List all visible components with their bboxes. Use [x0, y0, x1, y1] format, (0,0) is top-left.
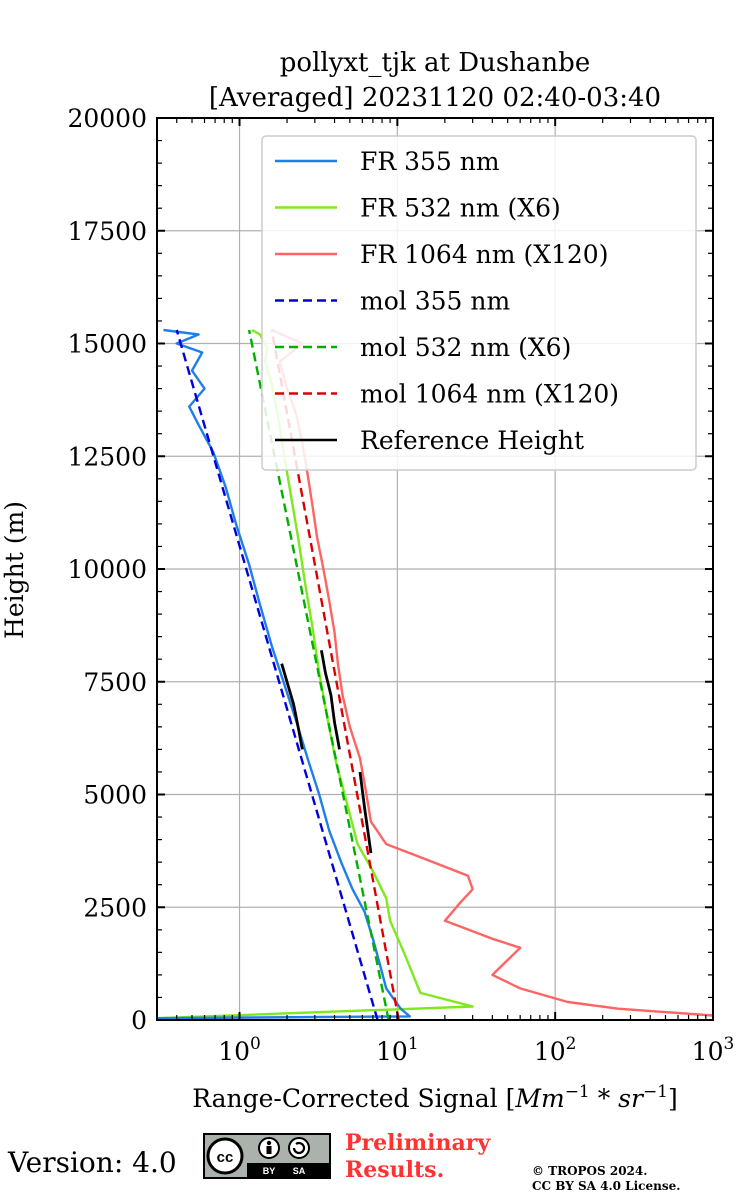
y-tick-label: 20000	[67, 104, 147, 133]
y-tick-label: 0	[131, 1006, 147, 1035]
legend-label: mol 1064 nm (X120)	[360, 380, 619, 409]
series-line-mol-532-nm-x6	[247, 329, 390, 1021]
copyright-line-1: © TROPOS 2024.	[532, 1164, 648, 1178]
cc-license-badge: cc BY SA	[203, 1133, 331, 1179]
series-line-reference-height	[280, 663, 304, 750]
y-tick-label: 2500	[83, 893, 147, 922]
cc-icon	[206, 1137, 244, 1175]
svg-text:cc: cc	[217, 1149, 234, 1166]
lidar-chart: pollyxt_tjk at Dushanbe [Averaged] 20231…	[0, 48, 734, 1113]
legend-label: FR 1064 nm (X120)	[360, 240, 608, 269]
series-line-reference-height	[320, 649, 341, 750]
y-tick-label: 15000	[67, 330, 147, 359]
x-tick-label: 101	[376, 1034, 419, 1066]
preliminary-results-note: Preliminary Results.	[345, 1130, 490, 1184]
y-axis-label: Height (m)	[0, 501, 29, 639]
chart-title-line-1: pollyxt_tjk at Dushanbe	[280, 48, 590, 78]
legend-box	[261, 135, 697, 471]
legend-label: mol 532 nm (X6)	[360, 333, 571, 362]
y-tick-label: 10000	[67, 555, 147, 584]
series-line-mol-355-nm	[175, 329, 379, 1021]
version-label: Version: 4.0	[8, 1146, 177, 1179]
legend-label: mol 355 nm	[360, 287, 510, 316]
preliminary-line-1: Preliminary	[345, 1130, 491, 1156]
y-tick-label: 5000	[83, 781, 147, 810]
legend-label: FR 532 nm (X6)	[360, 194, 561, 223]
y-tick-label: 7500	[83, 668, 147, 697]
legend-label: FR 355 nm	[360, 147, 500, 176]
copyright-note: © TROPOS 2024. CC BY SA 4.0 License.	[532, 1164, 680, 1194]
axis-ticks: 0 2500 5000 7500 10000 12500 15000 17500 20000 10…	[67, 104, 734, 1066]
share-alike-icon	[288, 1137, 310, 1159]
series-line-reference-height	[358, 771, 373, 854]
x-tick-label: 102	[534, 1034, 577, 1066]
x-axis-label: Range-Corrected Signal [Mm−1 * sr−1]	[192, 1082, 678, 1113]
preliminary-line-2: Results.	[345, 1157, 445, 1183]
chart-title-line-2: [Averaged] 20231120 02:40-03:40	[209, 83, 661, 113]
y-tick-label: 17500	[67, 217, 147, 246]
legend: FR 355 nm FR 532 nm (X6) FR 1064 nm (X120)…	[261, 135, 697, 471]
svg-text:SA: SA	[293, 1166, 306, 1176]
svg-text:BY: BY	[263, 1166, 276, 1176]
x-tick-label: 103	[692, 1034, 735, 1066]
y-tick-label: 12500	[67, 442, 147, 471]
series-line-fr-355-nm	[156, 328, 411, 1020]
series-line-mol-1064-nm-x120	[270, 329, 400, 1021]
x-tick-label: 100	[218, 1034, 261, 1066]
copyright-line-2: CC BY SA 4.0 License.	[532, 1179, 681, 1193]
legend-label: Reference Height	[360, 426, 584, 455]
